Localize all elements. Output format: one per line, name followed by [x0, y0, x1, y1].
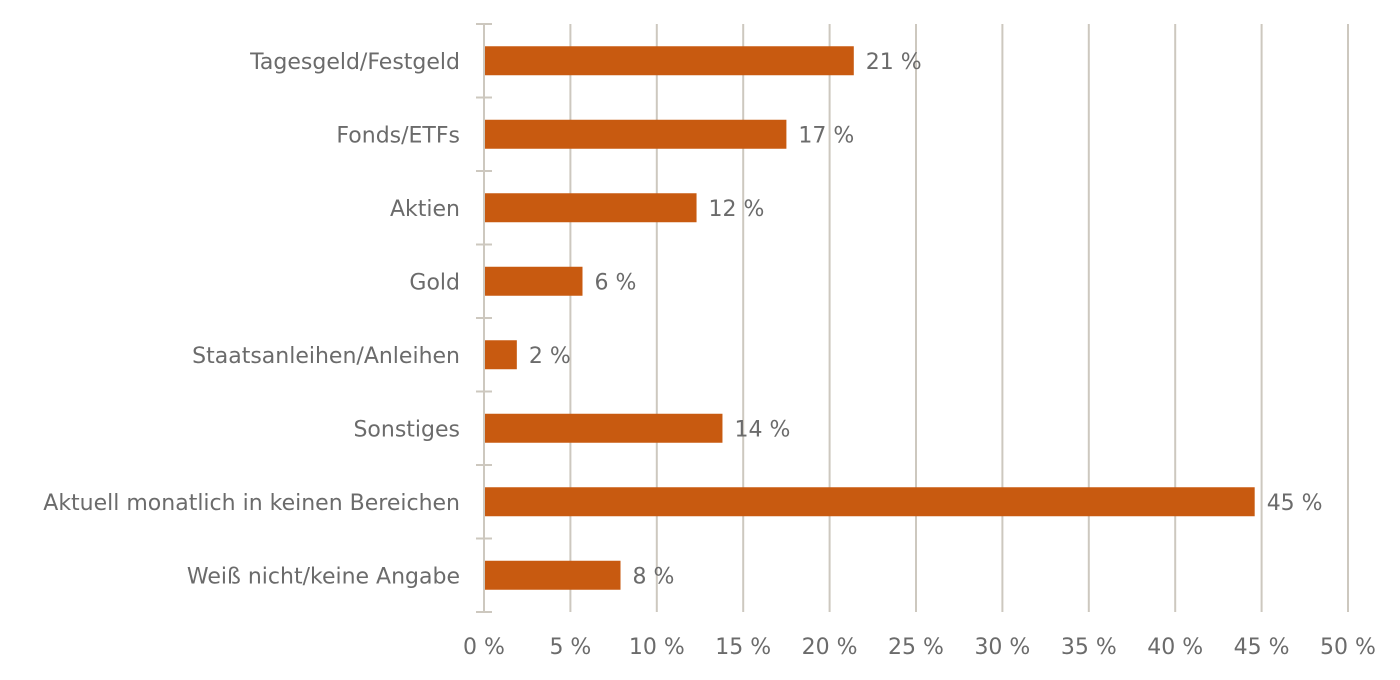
- category-label: Fonds/ETFs: [336, 123, 460, 148]
- x-tick-label: 0 %: [463, 635, 505, 660]
- data-label: 21 %: [866, 50, 922, 75]
- bar: [485, 119, 787, 149]
- category-label: Tagesgeld/Festgeld: [249, 50, 460, 75]
- category-label: Aktuell monatlich in keinen Bereichen: [43, 491, 460, 516]
- x-tick-label: 30 %: [974, 635, 1030, 660]
- category-label: Weiß nicht/keine Angabe: [187, 564, 460, 589]
- x-tick-label: 40 %: [1147, 635, 1203, 660]
- x-tick-label: 10 %: [629, 635, 685, 660]
- data-label: 17 %: [798, 123, 854, 148]
- data-label: 6 %: [594, 270, 636, 295]
- bar: [485, 266, 583, 296]
- x-tick-label: 50 %: [1320, 635, 1376, 660]
- category-label: Sonstiges: [353, 417, 460, 442]
- bar: [485, 413, 723, 443]
- data-label: 12 %: [709, 197, 765, 222]
- data-label: 14 %: [734, 417, 790, 442]
- bar: [485, 46, 854, 76]
- category-label: Gold: [409, 270, 460, 295]
- category-label: Staatsanleihen/Anleihen: [192, 344, 460, 369]
- data-label: 45 %: [1267, 491, 1323, 516]
- bar: [485, 193, 697, 223]
- x-tick-label: 25 %: [888, 635, 944, 660]
- bar: [485, 340, 517, 370]
- bar: [485, 487, 1255, 517]
- x-tick-label: 35 %: [1061, 635, 1117, 660]
- x-tick-label: 45 %: [1234, 635, 1290, 660]
- category-label: Aktien: [390, 197, 460, 222]
- bar: [485, 560, 621, 590]
- data-label: 2 %: [529, 344, 571, 369]
- x-tick-label: 20 %: [802, 635, 858, 660]
- x-tick-label: 15 %: [715, 635, 771, 660]
- data-label: 8 %: [633, 564, 675, 589]
- x-tick-label: 5 %: [549, 635, 591, 660]
